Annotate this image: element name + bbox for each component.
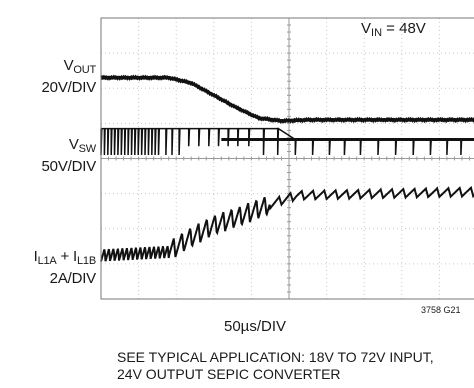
vin-main: V — [361, 20, 372, 37]
vsw-label-main: V — [68, 136, 79, 153]
vout-trace — [100, 74, 474, 124]
caption-line-2: 24V OUTPUT SEPIC CONVERTER — [117, 366, 341, 382]
il-label-mid: + I — [56, 248, 78, 265]
waveform-traces — [100, 74, 474, 262]
figure-caption: SEE TYPICAL APPLICATION: 18V TO 72V INPU… — [117, 349, 434, 383]
vout-channel-label: VOUT 20V/DIV — [41, 57, 97, 96]
vin-sub: IN — [371, 27, 383, 39]
il-scale: 2A/DIV — [49, 270, 97, 287]
vsw-scale: 50V/DIV — [41, 158, 97, 175]
vsw-channel-label: VSW 50V/DIV — [41, 136, 97, 175]
il-label-main: I — [33, 248, 38, 265]
il-label-sub2: L1B — [77, 255, 96, 267]
vout-label-main: V — [63, 57, 74, 74]
vout-label-sub: OUT — [73, 64, 96, 76]
vsw-label-sub: SW — [78, 143, 97, 155]
il-label-sub1: L1A — [37, 255, 57, 267]
il-channel-label: IL1A + IL1B 2A/DIV — [33, 248, 97, 287]
grid — [100, 17, 474, 300]
vsw-trace — [100, 127, 474, 156]
caption-line-1: SEE TYPICAL APPLICATION: 18V TO 72V INPU… — [117, 349, 434, 365]
time-scale-label: 50µs/DIV — [224, 318, 286, 335]
vin-value: = 48V — [382, 20, 426, 37]
inductor-current-trace — [100, 185, 474, 262]
figure-id: 3758 G21 — [421, 305, 461, 315]
vout-scale: 20V/DIV — [41, 79, 97, 96]
plot-frame — [100, 17, 474, 300]
vin-condition-label: VIN = 48V — [361, 20, 426, 39]
